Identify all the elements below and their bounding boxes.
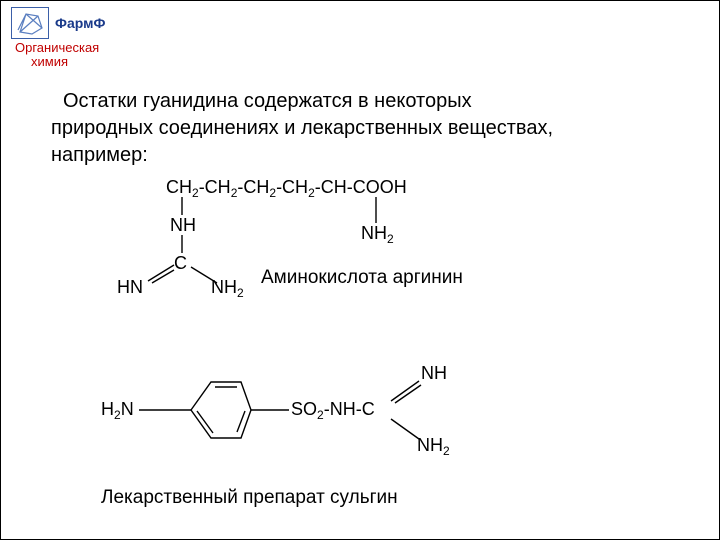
bond	[375, 197, 377, 223]
header: ФармФ Органическая химия	[1, 1, 719, 74]
header-title: ФармФ	[55, 15, 105, 31]
arginine-caption: Аминокислота аргинин	[261, 267, 463, 289]
arginine-chain: CH2-CH2-CH2-CH2-CH-COOH	[166, 177, 407, 198]
body-text: Остатки гуанидина содержатся в некоторых…	[51, 88, 689, 169]
body-line-2: природных соединениях и лекарственных ве…	[51, 117, 553, 139]
sulgin-so2nhc: SO2-NH-C	[291, 399, 375, 420]
sulgin-nh2: NH2	[417, 435, 450, 456]
body-line-1: Остатки гуанидина содержатся в некоторых	[63, 90, 472, 112]
logo-row: ФармФ	[11, 7, 709, 39]
double-bond	[389, 377, 423, 403]
arginine-nh: NH	[170, 215, 196, 236]
bond	[251, 409, 289, 411]
arginine-hn: HN	[117, 277, 143, 298]
chem-area: CH2-CH2-CH2-CH2-CH-COOH NH C HN NH2 NH2 …	[51, 177, 689, 547]
arginine-nh2-b: NH2	[361, 223, 394, 244]
body-line-3: например:	[51, 144, 148, 166]
header-sub-1: Органическая	[15, 41, 709, 55]
double-bond	[146, 263, 176, 285]
bond	[139, 409, 171, 411]
sulgin-caption: Лекарственный препарат сульгин	[101, 487, 398, 509]
logo-icon	[11, 7, 49, 39]
header-sub-2: химия	[31, 55, 709, 69]
bond	[181, 197, 183, 215]
header-subtitle: Органическая химия	[15, 41, 709, 70]
bond	[181, 235, 183, 253]
sulgin-h2n: H2N	[101, 399, 134, 420]
benzene-ring	[171, 377, 251, 443]
sulgin-nh: NH	[421, 363, 447, 384]
arginine-nh2-a: NH2	[211, 277, 244, 298]
